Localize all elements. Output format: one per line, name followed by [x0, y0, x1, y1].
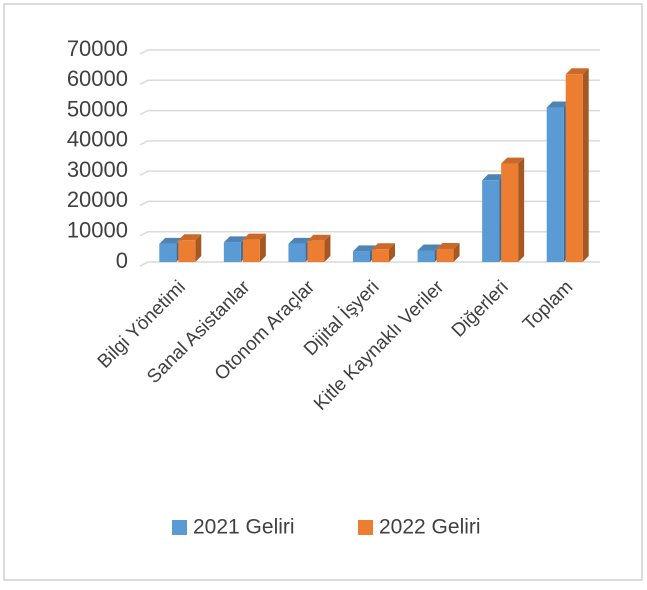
bar-side: [582, 68, 589, 262]
bar: [565, 68, 589, 262]
bar-front: [159, 243, 177, 262]
bar: [436, 242, 460, 262]
bar-top: [436, 242, 460, 249]
y-tick-label: 40000: [67, 127, 128, 152]
bar-side: [259, 233, 266, 262]
bar-front: [242, 239, 260, 262]
bar-side: [324, 234, 331, 262]
bar-top: [288, 237, 312, 244]
bar-top: [417, 244, 441, 251]
grid-line: [139, 79, 600, 85]
y-tick-label: 30000: [67, 157, 128, 182]
legend-swatch: [172, 520, 187, 535]
bar-front: [546, 107, 564, 263]
bar-top: [501, 157, 525, 164]
bar-top: [178, 234, 202, 241]
bar-top: [353, 245, 376, 252]
grid-line: [139, 170, 600, 176]
bar-front: [353, 251, 370, 262]
bar-side: [195, 234, 202, 262]
bar-top: [372, 243, 395, 250]
bar-front: [501, 163, 519, 262]
grid-line: [139, 140, 600, 146]
bar-top: [307, 234, 331, 241]
bar-top: [223, 236, 247, 243]
bar-front: [417, 250, 435, 262]
bar: [307, 234, 331, 262]
y-tick-label: 60000: [67, 66, 128, 91]
bar: [178, 234, 202, 262]
y-tick-label: 10000: [67, 218, 128, 243]
legend-label: 2021 Geliri: [193, 516, 295, 539]
bar-front: [288, 243, 306, 262]
bar-top: [565, 68, 589, 75]
grid-line: [139, 49, 600, 55]
bar-front: [482, 180, 500, 262]
bar-top: [546, 101, 570, 108]
bar: [372, 243, 395, 262]
y-tick-label: 70000: [67, 36, 128, 61]
y-tick-label: 50000: [67, 96, 128, 121]
bar-side: [389, 243, 395, 262]
bar-side: [518, 157, 525, 262]
y-tick-label: 20000: [67, 187, 128, 212]
bar-front: [565, 74, 583, 262]
grid-line: [139, 109, 600, 116]
grid-line: [139, 230, 600, 237]
bar-top: [159, 237, 183, 244]
bar-front: [223, 242, 241, 262]
bar-top: [242, 233, 266, 240]
bar-front: [436, 248, 454, 262]
chart-border: [3, 3, 643, 581]
bar-top: [482, 174, 506, 181]
legend-swatch: [358, 520, 373, 535]
legend-label: 2022 Geliri: [379, 516, 481, 539]
bar: [501, 157, 525, 262]
y-tick-label: 0: [116, 248, 128, 273]
bar-front: [372, 249, 389, 262]
bar: [242, 233, 266, 262]
grid-line: [139, 200, 600, 207]
bar-front: [178, 240, 196, 262]
bar-side: [453, 242, 460, 262]
bar-front: [307, 240, 325, 262]
